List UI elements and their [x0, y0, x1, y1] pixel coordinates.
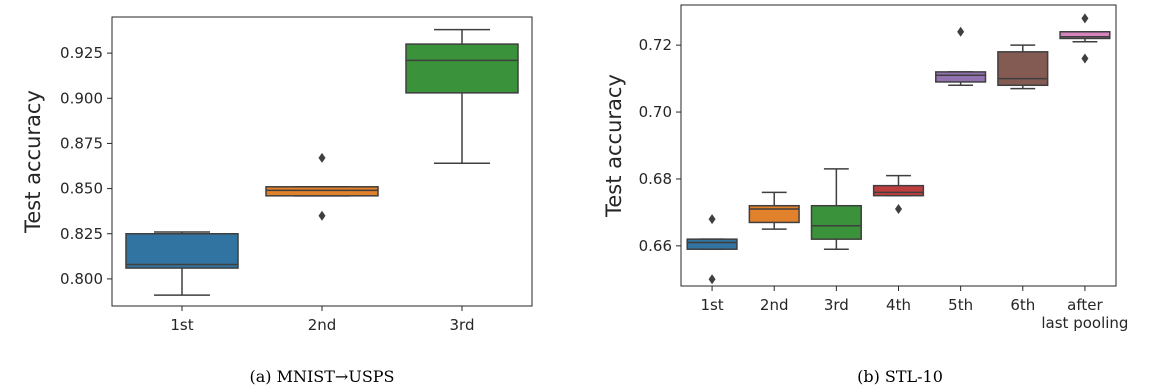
a-caption: (a) MNIST→USPS: [249, 367, 394, 386]
a-xtick-label-2: 3rd: [450, 316, 475, 334]
b-flier-3-0: [895, 204, 902, 214]
panel-stl10: 0.66 0.68 0.70 0.72 Test accuracy 1st 2nd 3rd 4t…: [602, 5, 1128, 386]
b-ytick-label-2: 0.70: [639, 103, 672, 121]
b-flier-4-0: [957, 27, 964, 37]
b-box-1: [749, 192, 799, 229]
b-ytick-label-3: 0.72: [639, 36, 672, 54]
b-flier-0-0: [709, 214, 716, 224]
b-xtick-label-2: 3rd: [824, 296, 849, 314]
b-xtick-label-4: 5th: [948, 296, 973, 314]
b-xtick-label-3: 4th: [886, 296, 911, 314]
b-flier-6-1: [1081, 54, 1088, 64]
a-box-1: [266, 153, 378, 221]
a-ytick-label-3: 0.875: [60, 134, 103, 152]
b-box-body-1: [749, 206, 799, 223]
a-box-0: [126, 232, 238, 295]
b-box-0: [687, 214, 737, 284]
a-ytick-label-0: 0.800: [60, 270, 103, 288]
panel-mnist-usps: 0.800 0.825 0.850 0.875 0.900 0.925 Test accur…: [21, 17, 532, 386]
b-xtick-label-5: 6th: [1010, 296, 1035, 314]
a-ytick-label-1: 0.825: [60, 225, 103, 243]
b-xtick-label-1: 2nd: [760, 296, 789, 314]
b-box-3: [874, 176, 924, 214]
b-ytick-label-1: 0.68: [639, 170, 672, 188]
b-box-4: [936, 27, 986, 86]
b-box-body-3: [874, 186, 924, 196]
a-box-body-0: [126, 234, 238, 268]
b-box-body-2: [812, 206, 862, 239]
b-ytick-label-0: 0.66: [639, 237, 672, 255]
a-flier-1-0: [319, 153, 326, 163]
a-ylabel: Test accuracy: [21, 90, 45, 234]
b-xtick-label-0: 1st: [700, 296, 723, 314]
b-ylabel: Test accuracy: [602, 74, 626, 218]
b-xtick-label-6: after last pooling: [1041, 296, 1128, 332]
a-ytick-label-4: 0.900: [60, 89, 103, 107]
b-box-body-0: [687, 239, 737, 249]
a-xtick-label-0: 1st: [170, 316, 193, 334]
b-box-2: [812, 169, 862, 249]
b-flier-0-1: [709, 274, 716, 284]
b-caption: (b) STL-10: [857, 367, 943, 386]
a-box-2: [406, 30, 518, 164]
b-box-6: [1060, 13, 1110, 63]
b-box-body-5: [998, 52, 1048, 85]
a-ytick-label-5: 0.925: [60, 44, 103, 62]
b-flier-6-0: [1081, 13, 1088, 23]
a-flier-1-1: [319, 211, 326, 221]
b-box-body-4: [936, 72, 986, 82]
a-ytick-label-2: 0.850: [60, 180, 103, 198]
a-box-body-1: [266, 187, 378, 196]
b-box-5: [998, 45, 1048, 88]
a-xtick-label-1: 2nd: [308, 316, 337, 334]
a-box-body-2: [406, 44, 518, 93]
b-axes-frame: [681, 5, 1116, 286]
